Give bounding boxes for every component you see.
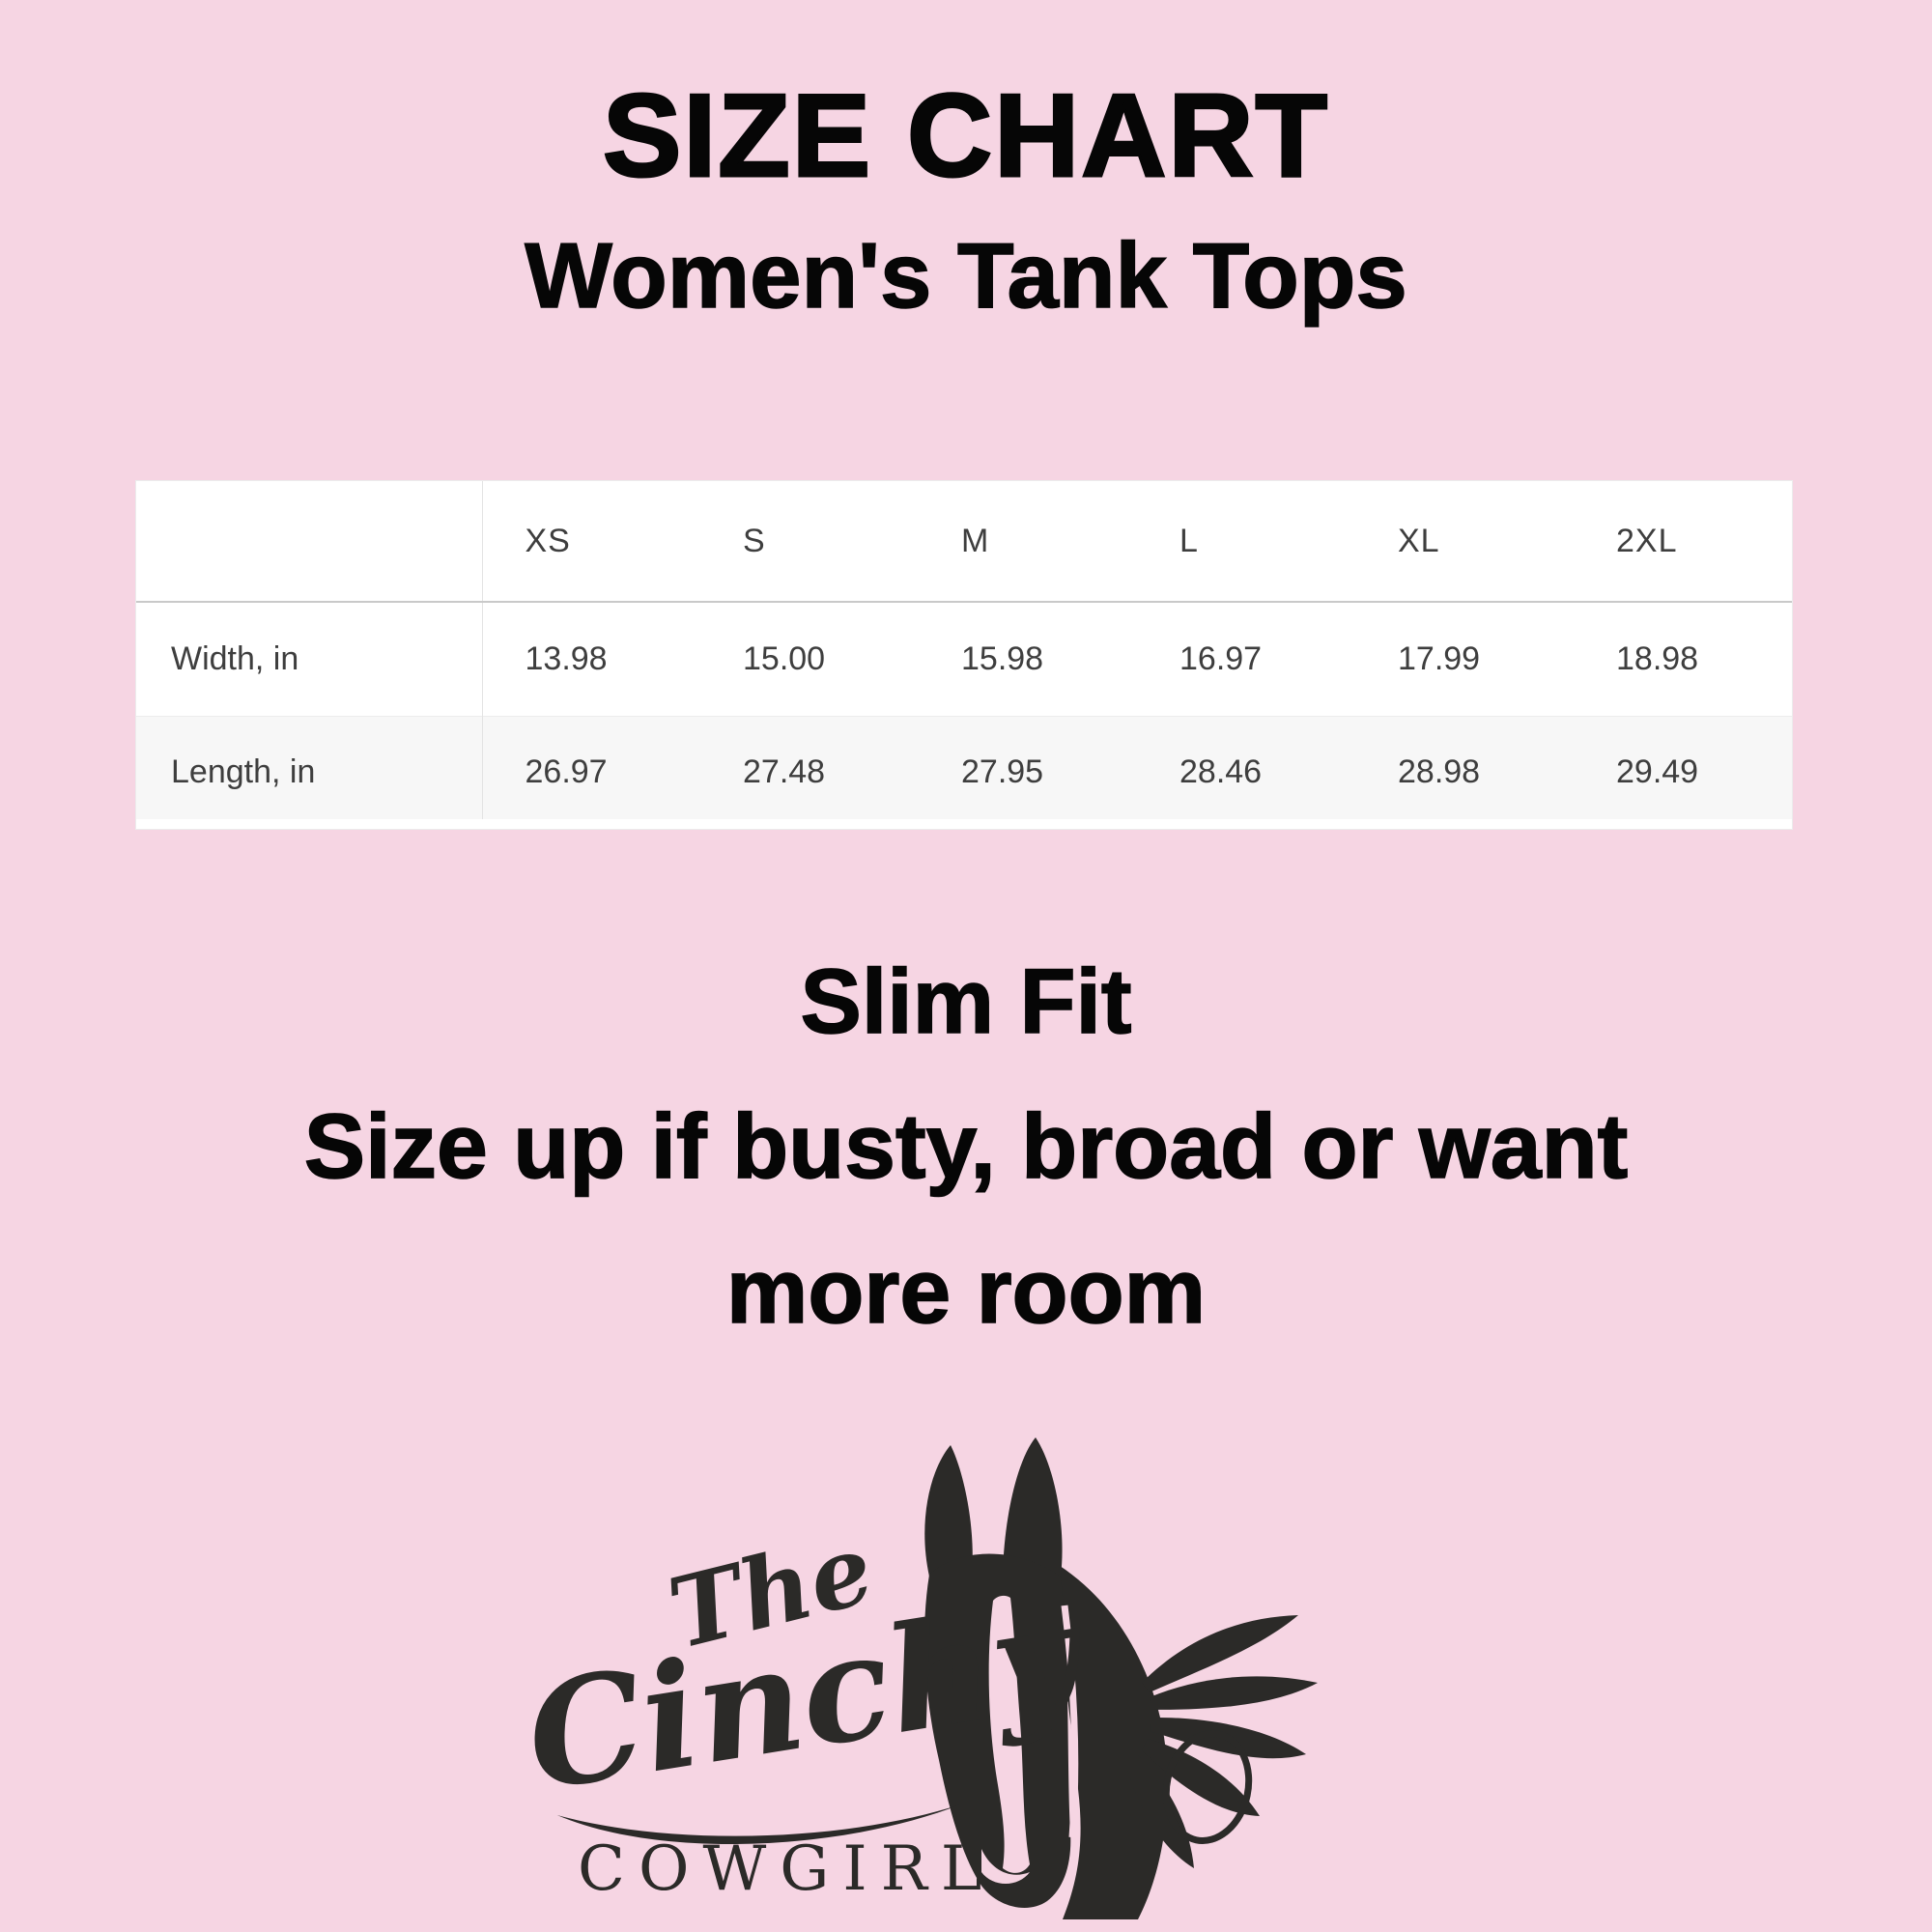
row-label-length: Length, in	[136, 716, 483, 829]
fit-note-line2: Size up if busty, broad or want	[303, 1094, 1629, 1199]
size-table: XS S M L XL 2XL Width, in 13.98 15.00 15…	[136, 481, 1792, 829]
size-column-header-s: S	[743, 522, 766, 559]
width-value-s: 15.00	[743, 639, 826, 677]
width-value-m: 15.98	[961, 639, 1044, 677]
brand-logo: The Cinchy COWGIRL	[516, 1420, 1430, 1932]
fit-note-line3: more room	[725, 1239, 1207, 1344]
width-value-l: 16.97	[1179, 639, 1263, 677]
width-value-xl: 17.99	[1398, 639, 1481, 677]
size-table-corner-cell	[136, 481, 483, 602]
fit-notes: Slim Fit Size up if busty, broad or want…	[0, 929, 1932, 1364]
size-table-card: XS S M L XL 2XL Width, in 13.98 15.00 15…	[135, 480, 1793, 830]
size-column-header-m: M	[961, 522, 990, 559]
length-value-xs: 26.97	[525, 753, 608, 791]
fit-note-line1: Slim Fit	[800, 950, 1133, 1054]
size-column-header-xl: XL	[1398, 522, 1440, 559]
size-column-header-xs: XS	[525, 522, 571, 559]
size-column-header-l: L	[1179, 522, 1199, 559]
width-value-xs: 13.98	[525, 639, 608, 677]
table-row-width: Width, in 13.98 15.00 15.98 16.97 17.99 …	[136, 602, 1792, 717]
length-value-s: 27.48	[743, 753, 826, 791]
length-value-2xl: 29.49	[1616, 753, 1699, 791]
length-value-m: 27.95	[961, 753, 1044, 791]
horse-head-with-feathers-icon	[924, 1437, 1318, 1919]
logo-word-cowgirl: COWGIRL	[578, 1833, 996, 1905]
page-title: SIZE CHART	[602, 69, 1329, 203]
table-row-length: Length, in 26.97 27.48 27.95 28.46 28.98…	[136, 716, 1792, 829]
width-value-2xl: 18.98	[1616, 639, 1699, 677]
row-label-width: Width, in	[136, 602, 483, 717]
page-subtitle: Women's Tank Tops	[524, 223, 1407, 328]
size-table-header-row: XS S M L XL 2XL	[136, 481, 1792, 602]
table-card-bottom-padding	[136, 819, 1792, 829]
length-value-l: 28.46	[1179, 753, 1263, 791]
length-value-xl: 28.98	[1398, 753, 1481, 791]
logo-underline-swoosh-icon	[556, 1804, 962, 1845]
size-column-header-2xl: 2XL	[1616, 522, 1678, 559]
